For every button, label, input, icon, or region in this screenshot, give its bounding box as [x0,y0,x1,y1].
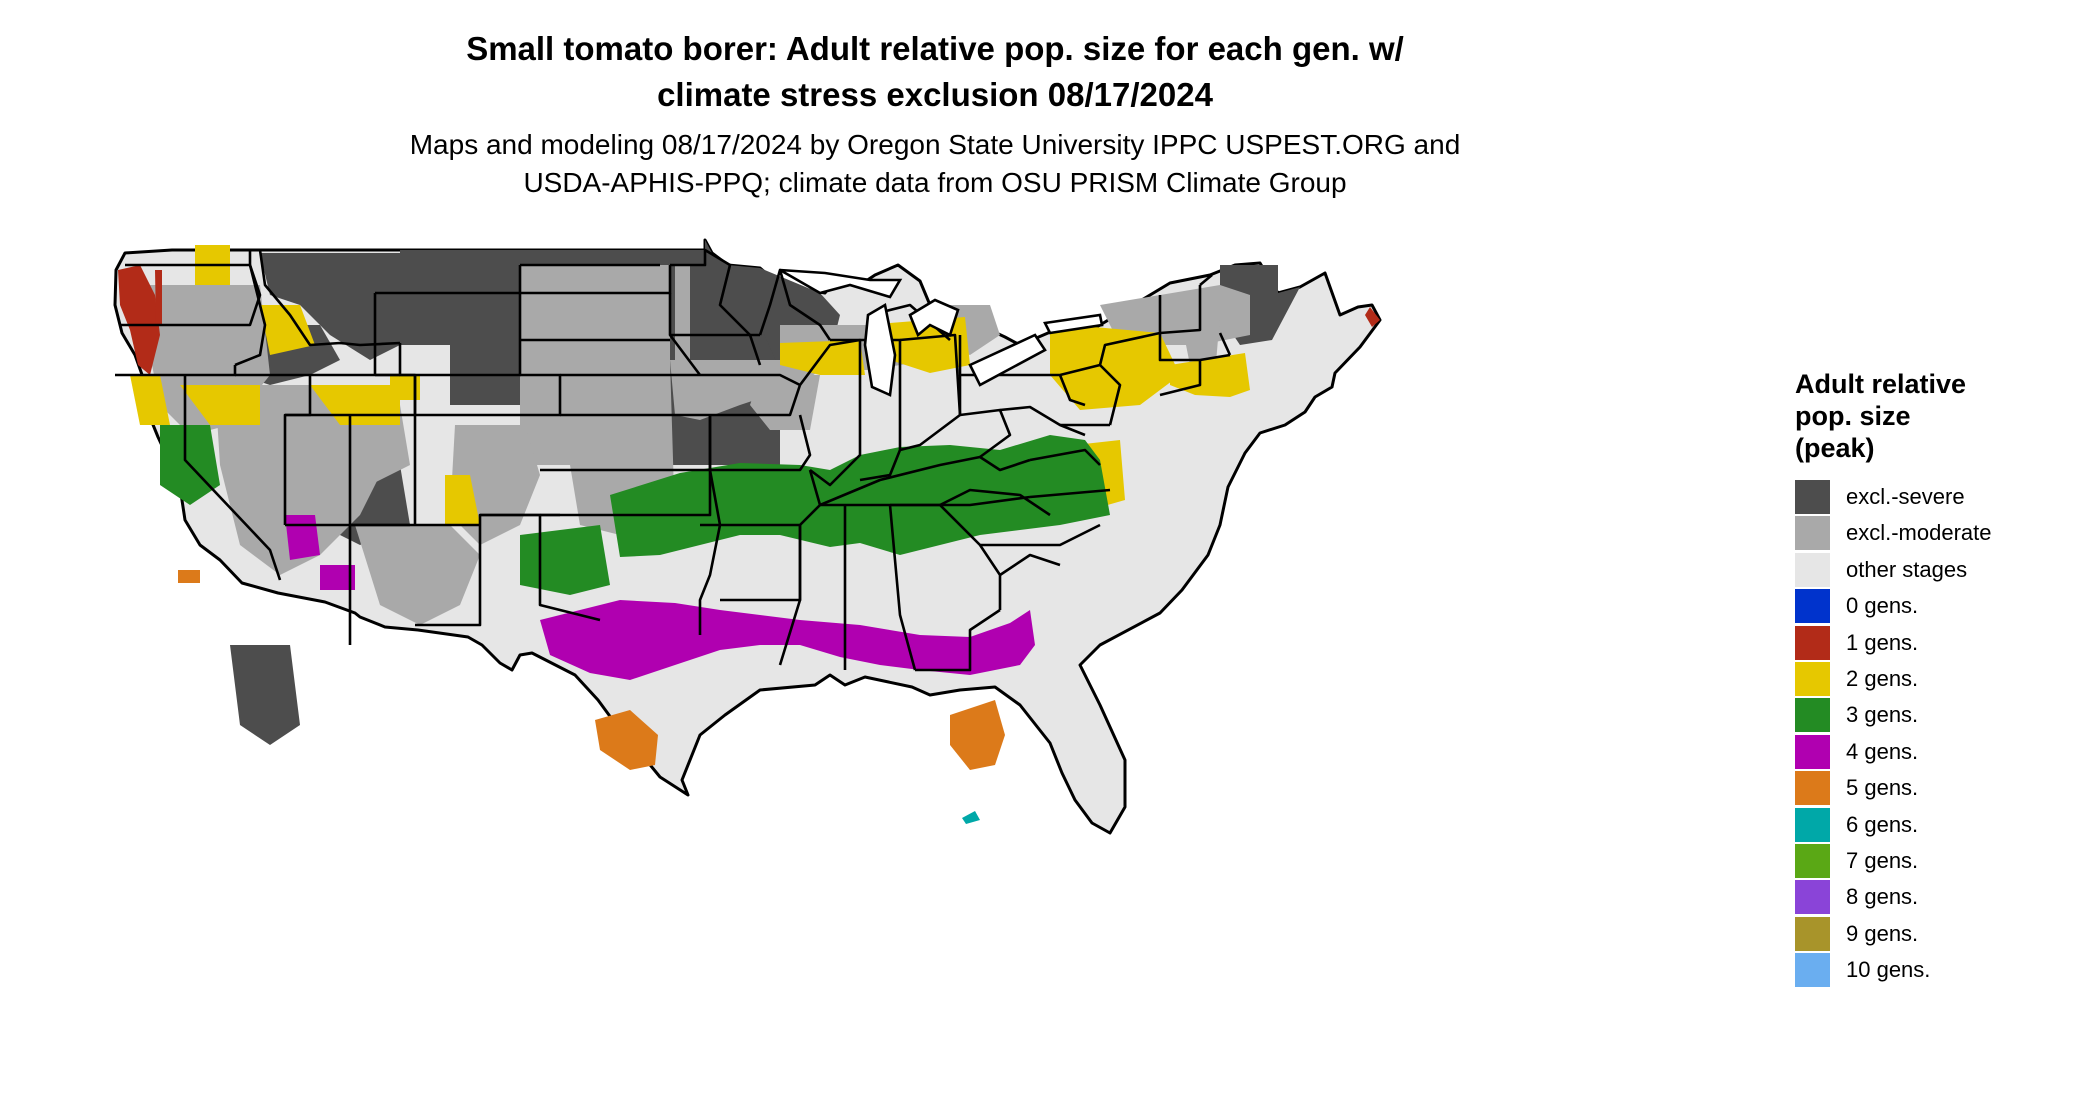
legend-title-line-2: pop. size [1795,401,1911,431]
legend-item-other-stages: other stages [1795,551,2055,587]
legend-swatch [1795,552,1830,587]
map-subtitle-line-2: USDA-APHIS-PPQ; climate data from OSU PR… [523,167,1347,198]
legend-item-excl-severe: excl.-severe [1795,478,2055,514]
legend-title-line-3: (peak) [1795,433,1875,463]
state-borders [115,248,1232,672]
legend-item-1-gens: 1 gens. [1795,624,2055,660]
legend-swatch [1795,880,1830,915]
legend-swatch [1795,516,1830,551]
legend-label: 3 gens. [1846,702,1919,728]
legend-swatch [1795,734,1830,769]
legend-label: excl.-severe [1846,484,1965,509]
legend-label: 9 gens. [1846,920,1919,946]
legend-label: excl.-moderate [1846,520,1992,546]
legend-swatch [1795,953,1830,988]
legend-item-7-gens: 7 gens. [1795,842,2055,878]
legend-swatch [1795,771,1830,806]
legend-item-5-gens: 5 gens. [1795,769,2055,806]
map-subtitle: Maps and modeling 08/17/2024 by Oregon S… [0,126,1870,202]
gen6-regions [962,811,980,824]
legend-item-8-gens: 8 gens. [1795,878,2055,915]
legend-label: 1 gens. [1846,629,1919,655]
us-map [113,238,1382,835]
legend-item-3-gens: 3 gens. [1795,696,2055,733]
legend-label: 10 gens. [1846,957,1931,983]
legend-swatch [1795,807,1830,842]
legend-item-6-gens: 6 gens. [1795,806,2055,842]
legend-swatch [1795,916,1830,951]
legend-label: 2 gens. [1846,665,1919,691]
legend-swatch [1795,625,1830,660]
gen3-regions [160,425,1110,595]
legend-item-excl-moderate: excl.-moderate [1795,514,2055,551]
legend-items: excl.-severe excl.-moderate other stages… [1795,478,2055,988]
map-subtitle-line-1: Maps and modeling 08/17/2024 by Oregon S… [409,129,1461,160]
legend-label: 7 gens. [1846,847,1919,873]
legend-swatch [1795,661,1830,696]
legend-label: other stages [1846,556,1968,582]
legend-label: 4 gens. [1846,738,1919,764]
legend-label: 8 gens. [1846,884,1919,910]
legend-item-0-gens: 0 gens. [1795,587,2055,624]
legend-item-4-gens: 4 gens. [1795,733,2055,769]
legend-swatch [1795,843,1830,878]
legend-title-line-1: Adult relative [1795,369,1967,399]
great-lakes [779,268,1104,397]
map-title-line-1: Small tomato borer: Adult relative pop. … [466,30,1404,67]
legend-label: 6 gens. [1846,811,1919,837]
legend-item-2-gens: 2 gens. [1795,660,2055,696]
legend-title: Adult relative pop. size (peak) [1795,368,2055,464]
gen1-regions [118,265,1380,375]
legend-swatch [1795,480,1830,514]
legend-item-10-gens: 10 gens. [1795,951,2055,988]
map-legend: Adult relative pop. size (peak) excl.-se… [1795,368,2055,988]
legend-swatch [1795,698,1830,733]
gen5-regions [178,570,1005,770]
map-title-line-2: climate stress exclusion 08/17/2024 [657,76,1213,113]
excl-moderate-regions [140,265,1250,625]
legend-label: 5 gens. [1846,775,1919,801]
legend-item-9-gens: 9 gens. [1795,915,2055,951]
legend-swatch [1795,589,1830,624]
map-title: Small tomato borer: Adult relative pop. … [0,26,1870,118]
legend-label: 0 gens. [1846,593,1919,619]
